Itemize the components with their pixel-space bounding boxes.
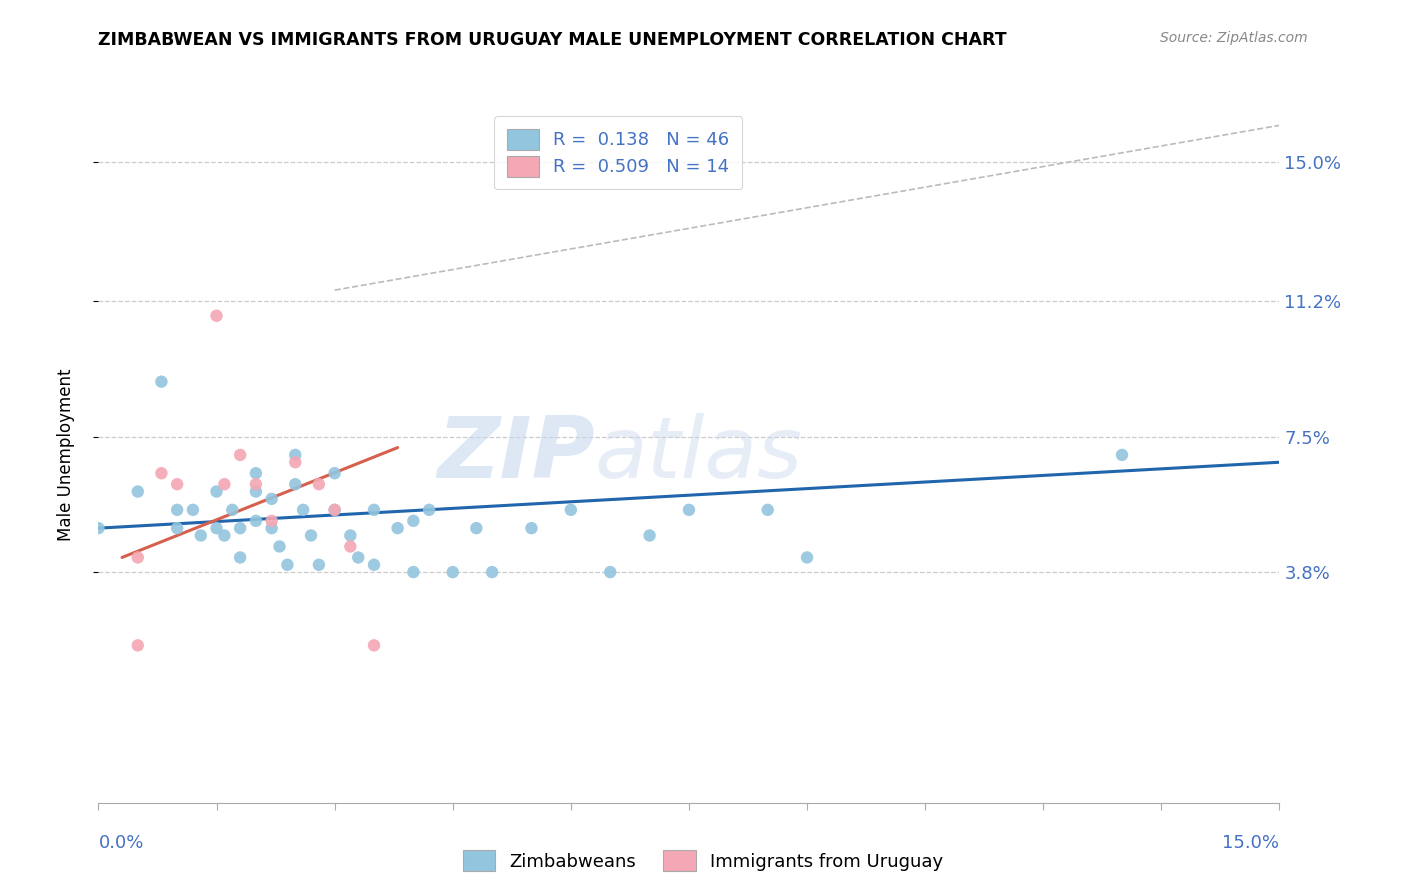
Point bbox=[87, 521, 110, 535]
Point bbox=[229, 448, 252, 462]
Point bbox=[347, 550, 370, 565]
Point bbox=[150, 467, 173, 481]
Point bbox=[284, 477, 307, 491]
Text: Source: ZipAtlas.com: Source: ZipAtlas.com bbox=[1160, 31, 1308, 45]
Text: 0.0%: 0.0% bbox=[98, 834, 143, 852]
Point bbox=[284, 455, 307, 469]
Point bbox=[481, 565, 503, 579]
Point bbox=[260, 521, 283, 535]
Text: 15.0%: 15.0% bbox=[1222, 834, 1279, 852]
Point bbox=[245, 484, 267, 499]
Text: atlas: atlas bbox=[595, 413, 803, 497]
Point bbox=[308, 558, 330, 572]
Point bbox=[1111, 448, 1133, 462]
Point bbox=[260, 491, 283, 506]
Point bbox=[638, 528, 661, 542]
Point bbox=[678, 503, 700, 517]
Point bbox=[284, 448, 307, 462]
Point bbox=[299, 528, 322, 542]
Point bbox=[323, 467, 346, 481]
Text: ZIP: ZIP bbox=[437, 413, 595, 497]
Point bbox=[520, 521, 543, 535]
Point bbox=[323, 503, 346, 517]
Point bbox=[166, 477, 188, 491]
Point bbox=[387, 521, 409, 535]
Point bbox=[190, 528, 212, 542]
Point bbox=[756, 503, 779, 517]
Point bbox=[245, 477, 267, 491]
Text: ZIMBABWEAN VS IMMIGRANTS FROM URUGUAY MALE UNEMPLOYMENT CORRELATION CHART: ZIMBABWEAN VS IMMIGRANTS FROM URUGUAY MA… bbox=[98, 31, 1007, 49]
Point bbox=[796, 550, 818, 565]
Y-axis label: Male Unemployment: Male Unemployment bbox=[56, 368, 75, 541]
Point bbox=[560, 503, 582, 517]
Point bbox=[221, 503, 243, 517]
Point bbox=[363, 558, 385, 572]
Point bbox=[599, 565, 621, 579]
Point bbox=[269, 540, 291, 554]
Point bbox=[465, 521, 488, 535]
Point bbox=[276, 558, 298, 572]
Point bbox=[418, 503, 440, 517]
Legend: R =  0.138   N = 46, R =  0.509   N = 14: R = 0.138 N = 46, R = 0.509 N = 14 bbox=[494, 116, 742, 189]
Point bbox=[127, 484, 149, 499]
Point bbox=[205, 484, 228, 499]
Point bbox=[214, 528, 236, 542]
Point bbox=[363, 503, 385, 517]
Point bbox=[339, 528, 361, 542]
Point bbox=[260, 514, 283, 528]
Point bbox=[214, 477, 236, 491]
Point bbox=[323, 503, 346, 517]
Point bbox=[339, 540, 361, 554]
Point bbox=[402, 514, 425, 528]
Point bbox=[127, 550, 149, 565]
Point bbox=[205, 309, 228, 323]
Point bbox=[166, 503, 188, 517]
Point bbox=[441, 565, 464, 579]
Point bbox=[402, 565, 425, 579]
Point bbox=[205, 521, 228, 535]
Point bbox=[292, 503, 315, 517]
Point bbox=[181, 503, 204, 517]
Point bbox=[245, 514, 267, 528]
Point bbox=[308, 477, 330, 491]
Point bbox=[229, 550, 252, 565]
Legend: Zimbabweans, Immigrants from Uruguay: Zimbabweans, Immigrants from Uruguay bbox=[456, 843, 950, 879]
Point bbox=[166, 521, 188, 535]
Point bbox=[150, 375, 173, 389]
Point bbox=[127, 638, 149, 652]
Point bbox=[245, 467, 267, 481]
Point bbox=[363, 638, 385, 652]
Point bbox=[229, 521, 252, 535]
